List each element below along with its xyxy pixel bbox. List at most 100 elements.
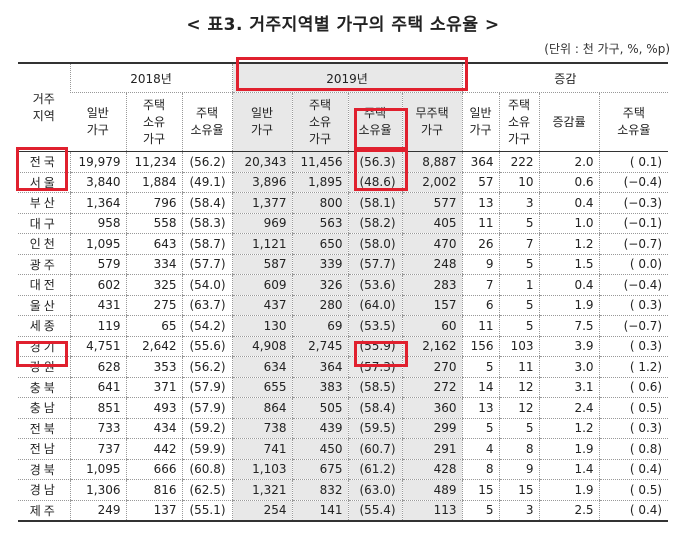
cell-g18: 249 xyxy=(69,500,126,522)
cell-r18: (56.2) xyxy=(181,151,233,173)
cell-drate: ( 0.1) xyxy=(598,151,669,173)
cell-r19: (55.9) xyxy=(347,336,403,357)
cell-g19: 254 xyxy=(231,500,293,522)
cell-do: 9 xyxy=(498,459,540,480)
cell-region: 부산 xyxy=(18,192,70,214)
cell-region: 광주 xyxy=(18,254,70,275)
table-row: 전남 737 442 (59.9) 741 450 (60.7) 291 4 8 1.9( 0.8) xyxy=(18,438,669,460)
cell-dg: 8 xyxy=(461,459,500,480)
cell-region: 경기 xyxy=(18,336,70,357)
cell-dr: 3.0 xyxy=(538,356,600,378)
cell-o19: 69 xyxy=(291,315,349,337)
cell-region: 전북 xyxy=(18,418,70,439)
cell-g19: 738 xyxy=(231,418,293,439)
header-owner-change: 주택 소유 가구 xyxy=(498,92,540,152)
cell-do: 8 xyxy=(498,438,540,460)
cell-dg: 57 xyxy=(461,172,500,193)
cell-g19: 437 xyxy=(231,295,293,316)
cell-o18: 643 xyxy=(125,233,182,255)
cell-dg: 26 xyxy=(461,233,500,255)
cell-o18: 558 xyxy=(125,213,182,234)
cell-region: 인천 xyxy=(18,233,70,255)
cell-r19: (64.0) xyxy=(347,295,403,316)
cell-r19: (58.2) xyxy=(347,213,403,234)
cell-n19: 8,887 xyxy=(401,151,463,173)
cell-dr: 3.1 xyxy=(538,377,600,398)
cell-n19: 577 xyxy=(401,192,463,214)
cell-o18: 137 xyxy=(125,500,182,522)
cell-dg: 13 xyxy=(461,192,500,214)
cell-g19: 634 xyxy=(231,356,293,378)
cell-region: 충남 xyxy=(18,397,70,419)
cell-dg: 5 xyxy=(461,418,500,439)
cell-do: 3 xyxy=(498,500,540,522)
cell-region: 경남 xyxy=(18,479,70,501)
cell-do: 5 xyxy=(498,213,540,234)
cell-o19: 563 xyxy=(291,213,349,234)
cell-region: 대전 xyxy=(18,274,70,296)
table-row: 대구 958 558 (58.3) 969 563 (58.2) 405 11 5 1.0 (−0.1… xyxy=(18,213,669,234)
cell-r18: (59.9) xyxy=(181,438,233,460)
table-row: 대전 602 325 (54.0) 609 326 (53.6) 283 7 1 0.4 (−0.4) xyxy=(18,274,669,296)
cell-g18: 1,306 xyxy=(69,479,126,501)
cell-do: 1 xyxy=(498,274,540,296)
cell-dr: 1.2 xyxy=(538,233,600,255)
cell-g18: 958 xyxy=(69,213,126,234)
cell-drate: ( 0.5) xyxy=(598,397,669,419)
cell-dr: 7.5 xyxy=(538,315,600,337)
cell-r18: (60.8) xyxy=(181,459,233,480)
cell-r18: (57.7) xyxy=(181,254,233,275)
cell-dr: 0.4 xyxy=(538,192,600,214)
cell-dg: 14 xyxy=(461,377,500,398)
cell-g18: 628 xyxy=(69,356,126,378)
header-owner-2019: 주택 소유 가구 xyxy=(291,92,349,152)
table-row: 경남 1,306 816 (62.5) 1,321 832 (63.0) 489 15 15 1.9… xyxy=(18,479,669,501)
cell-r18: (57.9) xyxy=(181,397,233,419)
cell-n19: 60 xyxy=(401,315,463,337)
cell-g18: 1,364 xyxy=(69,192,126,214)
cell-dg: 13 xyxy=(461,397,500,419)
cell-n19: 470 xyxy=(401,233,463,255)
cell-dg: 11 xyxy=(461,315,500,337)
cell-r19: (57.7) xyxy=(347,254,403,275)
cell-dr: 2.4 xyxy=(538,397,600,419)
cell-region: 경북 xyxy=(18,459,70,480)
cell-o19: 675 xyxy=(291,459,349,480)
cell-n19: 405 xyxy=(401,213,463,234)
cell-dr: 0.6 xyxy=(538,172,600,193)
cell-g19: 1,103 xyxy=(231,459,293,480)
cell-r19: (55.4) xyxy=(347,500,403,522)
cell-r18: (58.3) xyxy=(181,213,233,234)
cell-do: 5 xyxy=(498,254,540,275)
table-row: 충남 851 493 (57.9) 864 505 (58.4) 360 13 12 2.4( 0.… xyxy=(18,397,669,419)
cell-r19: (60.7) xyxy=(347,438,403,460)
cell-r18: (57.9) xyxy=(181,377,233,398)
table-row: 광주 579 334 (57.7) 587 339 (57.7) 248 9 5 1.5( 0.0) xyxy=(18,254,669,275)
cell-dg: 364 xyxy=(461,151,500,173)
cell-g19: 969 xyxy=(231,213,293,234)
cell-drate: (−0.7) xyxy=(598,315,669,337)
cell-g18: 733 xyxy=(69,418,126,439)
cell-o18: 816 xyxy=(125,479,182,501)
cell-g18: 119 xyxy=(69,315,126,337)
table-row: 부산 1,364 796 (58.4) 1,377 800 (58.1) 577 13 3 0.4(… xyxy=(18,192,669,214)
table-row: 경기 4,751 2,642 (55.6) 4,908 2,745 (55.9) 2,162 1… xyxy=(18,336,669,357)
cell-g18: 431 xyxy=(69,295,126,316)
cell-o18: 434 xyxy=(125,418,182,439)
cell-region: 제주 xyxy=(18,500,70,522)
housing-ownership-table: 거주 지역 2018년 2019년 증감 일반 가구 주택 소유 가구 주택 소… xyxy=(18,62,669,522)
cell-g19: 655 xyxy=(231,377,293,398)
cell-do: 3 xyxy=(498,192,540,214)
table-row: 인천 1,095 643 (58.7) 1,121 650 (58.0) 470 26 7 1.2(… xyxy=(18,233,669,255)
cell-n19: 299 xyxy=(401,418,463,439)
cell-n19: 270 xyxy=(401,356,463,378)
cell-region: 서울 xyxy=(18,172,70,193)
header-rate-2018: 주택 소유율 xyxy=(181,92,233,152)
cell-region: 강원 xyxy=(18,356,70,378)
cell-o19: 383 xyxy=(291,377,349,398)
cell-dr: 1.9 xyxy=(538,438,600,460)
cell-o18: 442 xyxy=(125,438,182,460)
cell-o19: 800 xyxy=(291,192,349,214)
cell-do: 7 xyxy=(498,233,540,255)
cell-do: 12 xyxy=(498,377,540,398)
